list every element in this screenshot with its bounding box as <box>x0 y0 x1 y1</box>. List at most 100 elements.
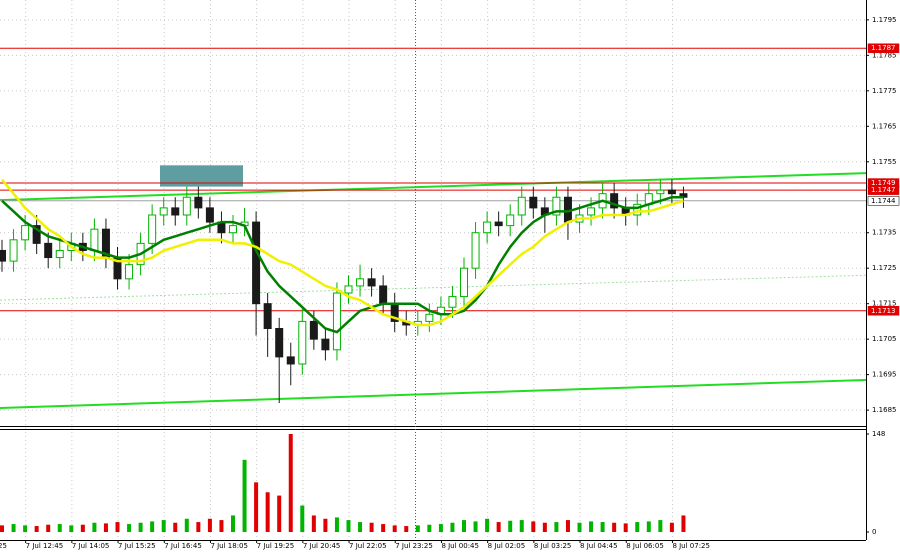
volume-bar <box>623 523 628 532</box>
volume-bar <box>11 524 16 532</box>
volume-bar <box>589 521 594 532</box>
candle-body <box>471 232 480 269</box>
y-tick-label: 1.1735 <box>872 229 897 237</box>
volume-bar <box>173 522 178 532</box>
volume-tick-label: 0 <box>872 528 876 536</box>
candle-body <box>633 203 642 216</box>
volume-bar <box>496 522 501 532</box>
volume-bar <box>681 515 686 532</box>
volume-bar <box>427 524 432 532</box>
candle-body <box>298 320 307 365</box>
x-tick-label: 7 Jul 20:45 <box>303 542 341 550</box>
x-tick-label: 7 Jul 15:25 <box>118 542 156 550</box>
candle-body <box>552 196 561 216</box>
volume-bar <box>0 525 4 532</box>
x-tick-label: 7 Jul 18:05 <box>210 542 248 550</box>
candle-body <box>506 214 515 227</box>
y-tick-label: 1.1775 <box>872 87 897 95</box>
volume-bar <box>254 482 259 532</box>
volume-bar <box>415 525 420 532</box>
volume-tick-label: 148 <box>872 430 885 438</box>
volume-bar <box>127 524 132 532</box>
candle-body <box>252 221 261 305</box>
volume-bar <box>358 522 363 532</box>
volume-bar <box>288 434 293 532</box>
price-tag-label: 1.1749 <box>871 179 896 187</box>
candle-body <box>587 207 596 216</box>
volume-bar <box>334 517 339 532</box>
x-tick-label: 8 Jul 00:45 <box>441 542 479 550</box>
volume-bar <box>23 525 28 532</box>
y-tick-label: 1.1685 <box>872 406 897 414</box>
y-tick-label: 1.1695 <box>872 371 897 379</box>
volume-bar <box>265 492 270 532</box>
x-tick-label: 8 Jul 03:25 <box>534 542 572 550</box>
candle-body <box>194 196 203 209</box>
candle-body <box>205 207 214 223</box>
zone <box>160 165 243 187</box>
volume-bar <box>392 525 397 532</box>
candle-body <box>229 225 237 234</box>
volume-bar <box>161 520 166 532</box>
x-tick-label: 7 Jul 23:25 <box>395 542 433 550</box>
trendline <box>0 172 867 202</box>
price-tag <box>867 306 900 316</box>
volume-bar <box>80 524 85 532</box>
volume-bar <box>462 520 466 532</box>
y-tick-label: 1.1705 <box>872 335 897 343</box>
volume-bar <box>565 520 570 532</box>
volume-bar <box>219 520 224 532</box>
volume-bar <box>323 518 328 532</box>
price-tag <box>867 43 900 53</box>
volume-bar <box>369 522 374 532</box>
volume-bar <box>612 522 617 532</box>
candle-body <box>9 239 18 262</box>
price-tag-label: 1.1713 <box>871 307 896 315</box>
volume-bar <box>404 526 409 532</box>
candle-body <box>667 189 676 195</box>
volume-bar <box>658 520 663 532</box>
candle-body <box>44 242 53 259</box>
y-tick-label: 1.1715 <box>872 300 897 308</box>
candle-body <box>448 296 457 308</box>
candle-body <box>483 221 492 234</box>
volume-bar <box>103 523 108 532</box>
volume-bar <box>381 524 386 532</box>
x-tick-label: 7 Jul 22:05 <box>349 542 387 550</box>
x-tick-label: 7 Jul 14:05 <box>72 542 110 550</box>
volume-bar <box>150 521 155 532</box>
price-tag <box>867 185 900 195</box>
volume-bar <box>115 522 120 532</box>
volume-bar <box>184 518 189 532</box>
candle-body <box>610 193 619 209</box>
volume-bar <box>69 525 74 532</box>
candle-body <box>494 221 503 227</box>
volume-bar <box>311 515 316 532</box>
candle-body <box>148 214 157 244</box>
volume-bar <box>508 520 513 532</box>
volume-bar <box>138 522 143 532</box>
candle-body <box>263 303 272 330</box>
x-tick-label: 8 Jul 07:25 <box>672 542 710 550</box>
candle-body <box>332 292 341 351</box>
x-tick-label: 7 Jul 19:25 <box>257 542 295 550</box>
volume-bar <box>438 524 443 532</box>
candle-body <box>0 249 6 262</box>
volume-bar <box>531 521 536 532</box>
candle-body <box>32 225 41 244</box>
candle-body <box>125 264 134 280</box>
volume-bar <box>46 524 51 532</box>
x-tick-label: 7 Jul 16:45 <box>164 542 202 550</box>
volume-bar <box>519 520 524 532</box>
volume-bar <box>57 524 62 532</box>
trendline <box>0 378 867 409</box>
candle-body <box>55 249 64 259</box>
volume-bar <box>242 459 247 532</box>
volume-bar <box>646 521 651 532</box>
candle-body <box>425 313 434 322</box>
volume-bar <box>277 495 282 532</box>
y-tick-label: 1.1795 <box>872 16 897 24</box>
trendline <box>0 274 867 301</box>
